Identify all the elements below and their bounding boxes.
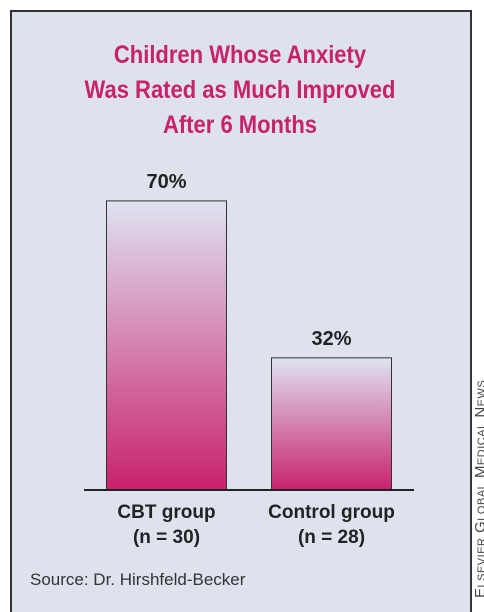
x-tick-label: CBT group (n = 30) (117, 502, 216, 548)
bar (271, 357, 392, 491)
x-tick-label: Control group (n = 28) (268, 502, 395, 548)
chart-title: Children Whose Anxiety Was Rated as Much… (84, 41, 396, 139)
bar (106, 200, 227, 491)
source-note: Source: Dr. Hirshfeld-Becker (30, 570, 246, 589)
value-label: 32% (311, 327, 352, 350)
credit: Elsevier Global Medical News (472, 379, 484, 598)
chart-frame (10, 10, 472, 612)
value-label: 70% (146, 170, 187, 193)
